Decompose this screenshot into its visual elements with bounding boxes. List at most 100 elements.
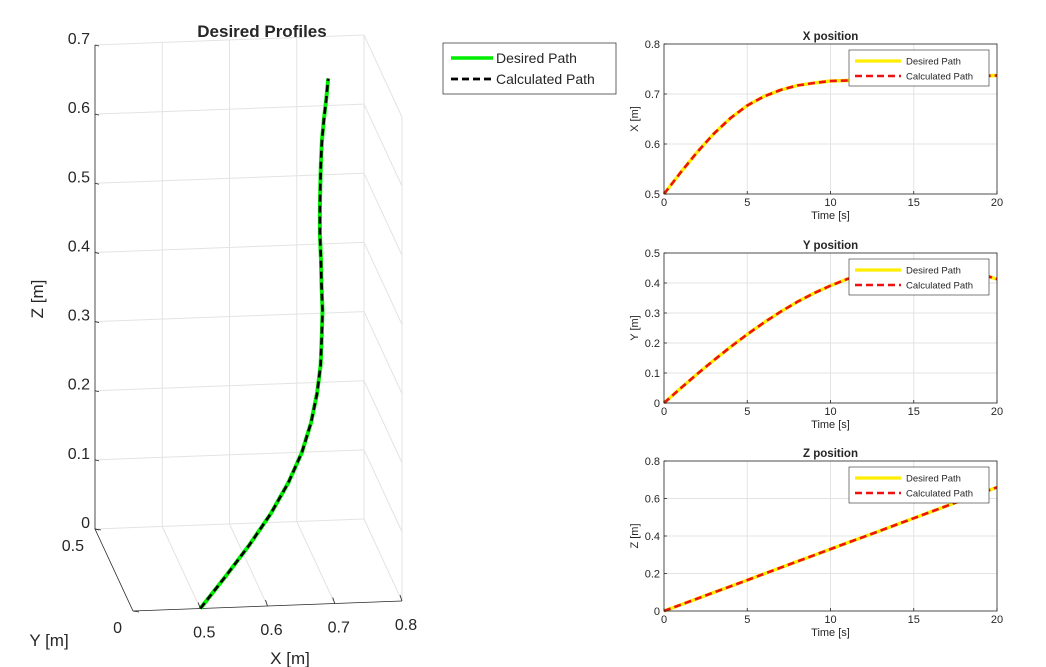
x-position-chart: 0 5 10 15 20 0.5 0.6 0.7 0.8 X position Time [s] X … (629, 31, 1003, 222)
z-tick-label: 0.5 (68, 169, 90, 186)
chart-title: X position (803, 31, 859, 43)
grid-line-side-z (363, 380, 403, 463)
y-position-chart: 0 5 10 15 20 0 0.1 0.2 0.3 0.4 0.5 Y position Time [… (629, 240, 1003, 431)
x-tick-label: 5 (744, 197, 750, 209)
legend-box (442, 42, 617, 95)
legend-box (848, 466, 990, 504)
z-tick-mark (94, 459, 100, 462)
y-tick-label: 0.4 (645, 531, 660, 543)
y-tick-label: 0.1 (645, 368, 660, 380)
z-tick-mark (94, 390, 100, 393)
legend-label: Calculated Path (906, 281, 973, 292)
legend-label: Desired Path (906, 266, 961, 277)
y-tick-label: 0.2 (645, 338, 660, 350)
legend-box (848, 258, 990, 296)
y-tick-label: 0.7 (645, 89, 660, 101)
legend-label: Calculated Path (496, 71, 595, 87)
calculated-path-line-3d (199, 78, 330, 610)
grid-line-back-z (94, 103, 365, 115)
z-tick-label: 0.6 (68, 100, 90, 117)
grid-line-back-z (94, 449, 365, 461)
z-tick-mark (94, 321, 100, 323)
y-tick-mark (94, 528, 102, 531)
x-axis-label: X [m] (270, 649, 310, 667)
legend: Desired Path Calculated Path (848, 466, 990, 504)
z-axis-label: Z [m] (28, 280, 47, 319)
z-tick-label: 0.4 (68, 238, 90, 255)
x-tick-label: 5 (744, 614, 750, 626)
z-tick-mark (94, 44, 100, 47)
y-tick-label: 0.3 (645, 308, 660, 320)
x-tick-label: 10 (824, 406, 836, 418)
grid-line-side-z (363, 242, 403, 325)
y-tick-label: 0 (654, 398, 660, 410)
desired-profiles-3d-chart: 0 0.1 0.2 0.3 0.4 0.5 0.6 0.7 0.5 0.6 0.7 0.8 0 0.5 De… (28, 22, 617, 667)
y-tick-label: 0.8 (645, 456, 660, 468)
x-tick-label: 10 (824, 614, 836, 626)
y-axis-label: Z [m] (629, 523, 641, 548)
x-tick-label: 0.6 (260, 622, 282, 639)
calculated-path-line (663, 264, 998, 404)
y-axis-label: Y [m] (629, 315, 641, 340)
z-tick-label: 0.1 (68, 446, 90, 463)
x-tick-label: 0.5 (193, 625, 215, 642)
x-tick-label: 15 (908, 614, 920, 626)
y-tick-label: 0.5 (62, 538, 84, 555)
x-axis-label: Time [s] (811, 210, 850, 222)
z-tick-label: 0 (81, 515, 90, 532)
x-tick-label: 15 (908, 406, 920, 418)
x-axis-label: Time [s] (811, 419, 850, 431)
y-tick-label: 0.4 (645, 278, 660, 290)
y-axis-label: Y [m] (29, 631, 68, 650)
z-tick-label: 0.3 (68, 308, 90, 325)
grid-line-side-z (363, 518, 403, 602)
x-tick-mark (399, 594, 403, 602)
y-tick-label: 0.8 (645, 39, 660, 51)
x-tick-mark (332, 597, 336, 604)
legend-label: Calculated Path (906, 489, 973, 500)
z-position-chart: 0 5 10 15 20 0 0.2 0.4 0.6 0.8 Z position Time [s] Z… (629, 448, 1003, 639)
grid-line-back-z (94, 34, 365, 46)
desired-path-line-3d (198, 78, 331, 610)
legend: Desired Path Calculated Path (848, 258, 990, 296)
x-tick-label: 20 (991, 614, 1003, 626)
y-tick-label: 0.5 (645, 189, 660, 201)
z-tick-mark (94, 182, 100, 185)
x-tick-label: 0 (661, 406, 667, 418)
y-axis-line (94, 528, 134, 612)
x-tick-label: 20 (991, 406, 1003, 418)
y-axis-label: X [m] (629, 106, 641, 132)
grid-line-side-z (363, 449, 403, 533)
z-tick-label: 0.2 (68, 377, 90, 394)
x-tick-mark (197, 602, 201, 609)
legend: Desired Path Calculated Path (442, 42, 617, 95)
grid-line-side-z (363, 173, 403, 256)
y-tick-label: 0 (654, 606, 660, 618)
legend-label: Desired Path (906, 57, 961, 68)
x-tick-label: 20 (991, 197, 1003, 209)
grid-line-floor-x (229, 523, 268, 607)
chart-title: Desired Profiles (197, 22, 326, 41)
legend-label: Desired Path (906, 474, 961, 485)
y-tick-label: 0.5 (645, 248, 660, 260)
x-tick-label: 10 (824, 197, 836, 209)
grid-line-floor-x (296, 521, 336, 604)
y-tick-mark (132, 610, 140, 613)
chart-title: Z position (803, 448, 858, 460)
legend: Desired Path Calculated Path (848, 49, 990, 87)
x-tick-mark (265, 599, 268, 607)
z-tick-label: 0.7 (68, 31, 90, 48)
legend-label: Desired Path (496, 50, 577, 66)
x-tick-label: 0 (661, 614, 667, 626)
x-tick-label: 0.8 (395, 617, 417, 634)
legend-label: Calculated Path (906, 72, 973, 83)
calculated-path-line (663, 486, 998, 613)
y-tick-label: 0 (113, 620, 122, 637)
grid-line-side-z (363, 34, 403, 118)
grid-line-side-z (363, 311, 403, 394)
grid-line-floor-x (161, 526, 201, 609)
y-tick-label: 0.6 (645, 139, 660, 151)
z-tick-mark (94, 113, 100, 116)
grid-line-back-z (94, 311, 365, 323)
